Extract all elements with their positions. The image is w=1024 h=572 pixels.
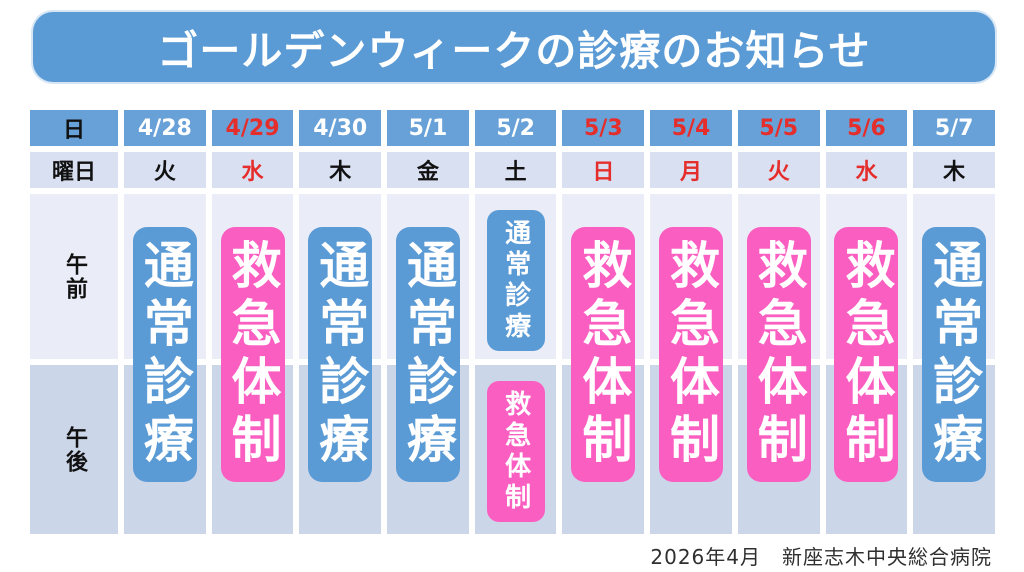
schedule-pill-morning: 通常診療 bbox=[486, 210, 545, 351]
weekday-cell-503: 日 bbox=[562, 152, 645, 188]
weekday-cell-430: 木 bbox=[299, 152, 382, 188]
schedule-pill: 救急体制 bbox=[746, 227, 811, 482]
schedule-column-428: 通常診療 bbox=[124, 194, 206, 534]
schedule-column-506: 救急体制 bbox=[826, 194, 908, 534]
schedule-column-504: 救急体制 bbox=[650, 194, 732, 534]
date-cell-503: 5/3 bbox=[562, 110, 645, 146]
page-title: ゴールデンウィークの診療のお知らせ bbox=[157, 27, 871, 75]
schedule-column-501: 通常診療 bbox=[387, 194, 469, 534]
schedule-pill-label: 通常診療 bbox=[311, 238, 370, 471]
schedule-column-430: 通常診療 bbox=[299, 194, 381, 534]
schedule-column-502: 通常診療 救急体制 bbox=[475, 194, 557, 534]
schedule-pill: 通常診療 bbox=[308, 227, 373, 482]
morning-row-label: 午前 bbox=[30, 194, 118, 359]
date-cell-501: 5/1 bbox=[387, 110, 469, 146]
weekday-cell-428: 火 bbox=[124, 152, 206, 188]
schedule-pill-afternoon: 救急体制 bbox=[486, 381, 545, 522]
weekday-cell-429: 水 bbox=[211, 152, 294, 188]
date-cell-429: 4/29 bbox=[211, 110, 294, 146]
date-row-label: 日 bbox=[30, 110, 118, 146]
schedule-pill-label: 救急体制 bbox=[662, 238, 721, 471]
weekday-cell-504: 月 bbox=[650, 152, 732, 188]
schedule-pill: 通常診療 bbox=[395, 227, 460, 482]
schedule-pill-label: 救急体制 bbox=[837, 238, 896, 471]
afternoon-row-label: 午後 bbox=[30, 365, 118, 534]
weekday-row-label: 曜日 bbox=[30, 152, 118, 188]
weekday-cell-507: 木 bbox=[913, 152, 995, 188]
schedule-pill: 通常診療 bbox=[132, 227, 197, 482]
schedule-pill: 救急体制 bbox=[571, 227, 636, 482]
schedule-table: 日 4/28 4/29 4/30 5/1 5/2 5/3 5/4 5/5 5/6… bbox=[30, 110, 995, 534]
date-cell-506: 5/6 bbox=[825, 110, 908, 146]
date-cell-428: 4/28 bbox=[124, 110, 206, 146]
weekday-cell-502: 土 bbox=[474, 152, 557, 188]
date-cell-502: 5/2 bbox=[474, 110, 557, 146]
schedule-pill-label: 救急体制 bbox=[223, 238, 282, 471]
schedule-pill-label: 通常診療 bbox=[925, 238, 984, 471]
schedule-pill: 通常診療 bbox=[922, 227, 987, 482]
schedule-column-503: 救急体制 bbox=[562, 194, 644, 534]
schedule-column-507: 通常診療 bbox=[913, 194, 995, 534]
schedule-pill: 救急体制 bbox=[220, 227, 285, 482]
schedule-pill-label: 救急体制 bbox=[574, 238, 633, 471]
schedule-column-505: 救急体制 bbox=[738, 194, 820, 534]
date-cell-430: 4/30 bbox=[299, 110, 382, 146]
date-cell-507: 5/7 bbox=[913, 110, 995, 146]
weekday-cell-501: 金 bbox=[387, 152, 469, 188]
date-cell-505: 5/5 bbox=[737, 110, 820, 146]
date-cell-504: 5/4 bbox=[650, 110, 732, 146]
schedule-pill-label: 通常診療 bbox=[500, 218, 531, 343]
schedule-column-429: 救急体制 bbox=[212, 194, 294, 534]
schedule-pill: 救急体制 bbox=[834, 227, 899, 482]
schedule-pill-label: 救急体制 bbox=[749, 238, 808, 471]
schedule-pill-label: 通常診療 bbox=[398, 238, 457, 471]
schedule-pill-label: 救急体制 bbox=[500, 389, 531, 514]
footer-credit: 2026年4月 新座志木中央総合病院 bbox=[650, 545, 992, 569]
weekday-cell-505: 火 bbox=[737, 152, 820, 188]
title-banner: ゴールデンウィークの診療のお知らせ bbox=[33, 12, 995, 82]
schedule-pill-label: 通常診療 bbox=[135, 238, 194, 471]
weekday-cell-506: 水 bbox=[825, 152, 908, 188]
schedule-pill: 救急体制 bbox=[659, 227, 724, 482]
